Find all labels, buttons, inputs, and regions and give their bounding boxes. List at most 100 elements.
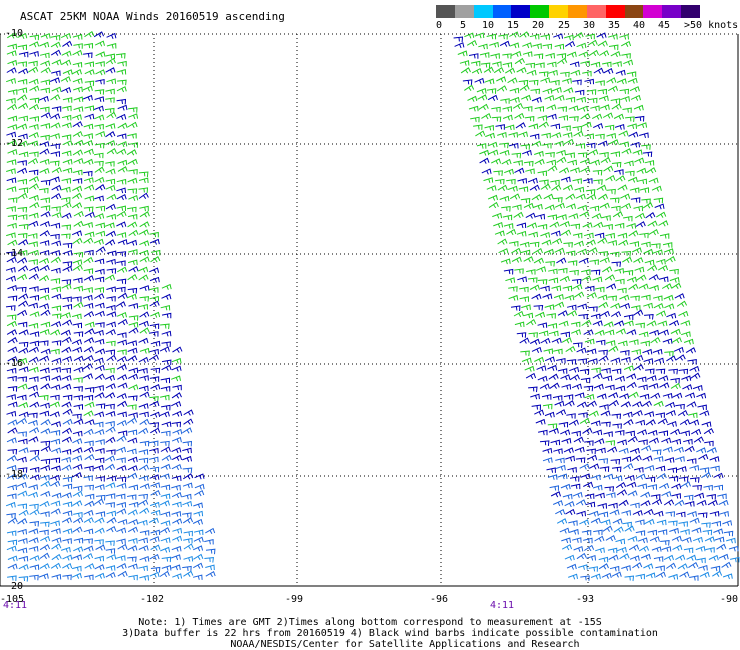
wind-barb	[6, 545, 17, 552]
wind-barb	[549, 485, 560, 491]
wind-barb	[611, 161, 622, 168]
wind-barb	[555, 457, 565, 464]
wind-barb	[62, 242, 73, 249]
wind-barb	[547, 165, 558, 172]
wind-barb	[649, 329, 660, 336]
wind-barb	[138, 385, 149, 392]
wind-barb	[149, 571, 160, 578]
wind-barb	[51, 166, 62, 174]
wind-barb	[72, 500, 83, 507]
wind-barb	[61, 449, 72, 455]
wind-barb	[714, 536, 725, 543]
wind-barb	[537, 375, 548, 382]
wind-barb	[516, 332, 527, 338]
wind-barb	[684, 445, 695, 453]
wind-barb	[499, 149, 510, 156]
wind-barb	[675, 554, 686, 561]
wind-barb	[116, 465, 127, 472]
wind-barb	[488, 201, 499, 209]
wind-barb	[527, 177, 538, 184]
wind-barb	[571, 537, 582, 543]
wind-barb	[620, 303, 631, 309]
wind-barb	[701, 522, 711, 528]
wind-barb	[692, 385, 703, 391]
wind-barb	[73, 252, 84, 258]
wind-barb	[171, 421, 182, 428]
wind-barb	[105, 178, 116, 185]
wind-barb	[183, 543, 194, 550]
wind-barb	[672, 544, 683, 551]
wind-barb	[642, 348, 653, 355]
wind-barb	[606, 132, 617, 139]
wind-barb	[722, 573, 733, 580]
wind-barb	[61, 122, 72, 129]
wind-barb	[138, 356, 149, 364]
wind-barb	[572, 283, 583, 291]
wind-barb	[540, 77, 551, 84]
wind-barb	[6, 78, 16, 84]
wind-barb	[496, 76, 507, 83]
legend-swatch	[530, 5, 550, 18]
wind-barb	[172, 346, 183, 353]
wind-barb	[557, 214, 567, 220]
wind-barb	[558, 320, 569, 327]
wind-barb	[453, 36, 464, 43]
wind-barb	[490, 158, 502, 165]
wind-barb	[84, 321, 95, 328]
wind-barb	[661, 490, 672, 498]
wind-barb	[17, 192, 28, 200]
wind-barb	[620, 401, 631, 408]
wind-barb	[608, 554, 619, 561]
wind-barb	[148, 287, 159, 293]
wind-barb	[161, 312, 172, 319]
wind-barb	[127, 213, 138, 220]
lon-label-99: -99	[285, 594, 303, 605]
wind-barb	[205, 527, 216, 535]
wind-barb	[50, 41, 61, 48]
wind-barb	[94, 287, 104, 293]
note-line-1: Note: 1) Times are GMT 2)Times along bot…	[138, 617, 602, 628]
wind-barb	[663, 294, 674, 301]
wind-barb	[39, 552, 50, 560]
wind-barb	[128, 266, 139, 273]
wind-barb	[39, 249, 50, 256]
wind-barb	[637, 429, 648, 436]
wind-barb	[586, 448, 596, 455]
wind-barb	[106, 321, 116, 328]
wind-barb	[607, 446, 618, 453]
wind-barb	[520, 94, 532, 101]
wind-barb	[709, 510, 720, 517]
wind-barb	[72, 554, 83, 561]
wind-barb	[605, 534, 616, 542]
wind-barb	[17, 206, 28, 213]
wind-barb	[84, 401, 95, 408]
wind-barb	[502, 106, 512, 112]
wind-barb	[634, 519, 645, 525]
wind-barb	[626, 71, 637, 77]
wind-barb	[634, 212, 646, 219]
wind-barb	[128, 327, 139, 334]
wind-barb	[128, 574, 138, 581]
wind-barb	[533, 53, 544, 60]
wind-barb	[678, 476, 689, 482]
wind-barb	[84, 80, 95, 87]
wind-barb	[40, 348, 51, 355]
wind-barb	[16, 273, 28, 281]
wind-barb	[566, 359, 577, 365]
wind-barb	[72, 485, 83, 492]
wind-barb	[40, 179, 51, 186]
wind-barb	[49, 411, 60, 418]
wind-barb	[569, 61, 580, 68]
wind-barb	[658, 375, 669, 382]
wind-barb	[483, 66, 494, 73]
wind-barb	[139, 296, 150, 302]
wind-barb	[604, 124, 615, 131]
wind-barb	[7, 59, 18, 66]
wind-barb	[638, 384, 648, 391]
wind-barb	[661, 437, 672, 444]
wind-barb	[172, 573, 183, 580]
wind-barb	[525, 212, 536, 219]
wind-barb	[28, 302, 38, 309]
wind-barb	[582, 427, 593, 434]
wind-barb	[62, 303, 73, 310]
